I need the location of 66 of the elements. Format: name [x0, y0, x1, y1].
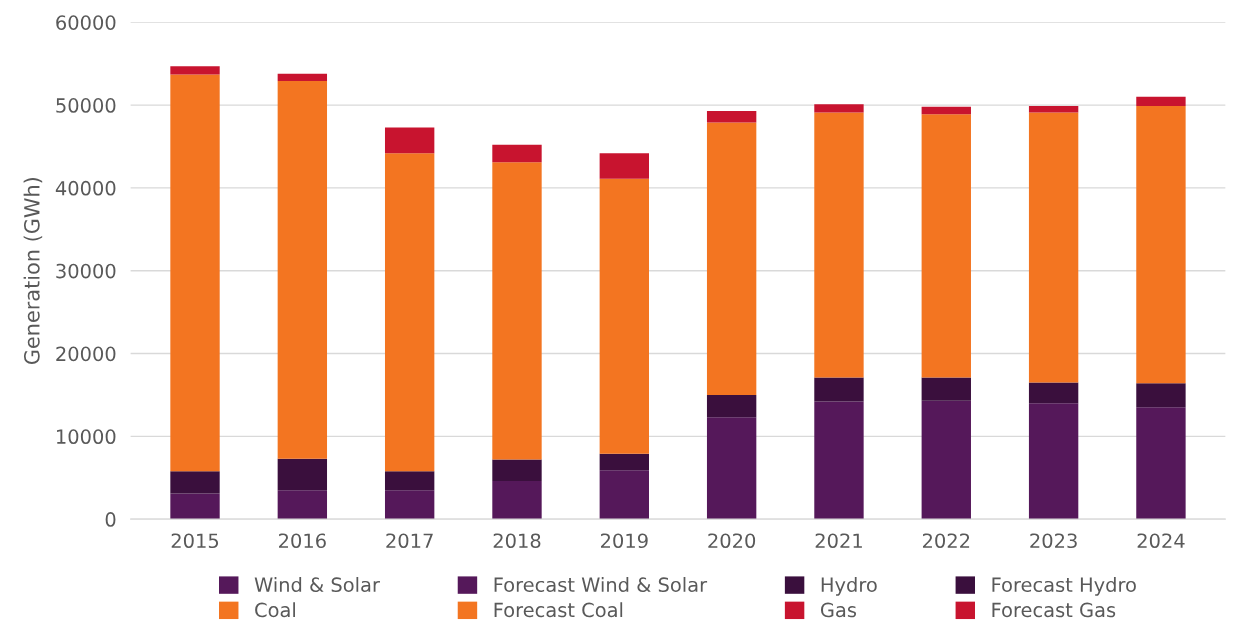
legend-label: Forecast Wind & Solar [494, 576, 708, 593]
x-tick-label: 2019 [601, 533, 648, 549]
bar [1136, 407, 1186, 520]
y-tick-label: 0 [105, 512, 116, 527]
x-tick-label: 2021 [815, 533, 862, 549]
bar [492, 162, 542, 460]
bar [1136, 105, 1186, 384]
legend-label: Forecast Gas [992, 602, 1116, 618]
bar [384, 153, 435, 472]
y-tick-label: 10000 [57, 429, 116, 445]
x-tick-label: 2020 [708, 533, 756, 549]
bar [170, 493, 220, 520]
legend-label: Coal [255, 602, 295, 618]
legend-label: Forecast Hydro [992, 576, 1136, 596]
bar [921, 106, 971, 115]
y-tick-label: 40000 [55, 180, 116, 196]
bar [706, 110, 757, 123]
bar [706, 394, 757, 418]
bar [492, 144, 542, 163]
bar [1136, 383, 1186, 408]
legend-label: Gas [820, 602, 857, 618]
bar [170, 471, 220, 494]
bar [1028, 382, 1079, 404]
bar [277, 458, 328, 491]
bar [599, 178, 649, 454]
bar [1136, 96, 1186, 106]
bar [599, 453, 649, 471]
bar [921, 377, 971, 401]
bar [921, 114, 971, 378]
bar [706, 122, 757, 395]
bar [599, 153, 649, 179]
x-tick-label: 2016 [279, 533, 326, 549]
x-tick-label: 2022 [922, 533, 970, 549]
y-tick-label: 30000 [56, 263, 116, 279]
bar [1028, 403, 1079, 520]
bar [384, 471, 435, 491]
bar [277, 490, 328, 520]
y-tick-label: 20000 [56, 346, 116, 362]
legend-label: Wind & Solar [254, 576, 380, 593]
x-tick-label: 2023 [1030, 533, 1077, 549]
bar [1028, 105, 1079, 113]
bar [492, 459, 542, 482]
x-tick-label: 2024 [1137, 533, 1185, 549]
bar [170, 74, 220, 472]
bar [706, 417, 757, 520]
bar [277, 73, 328, 82]
bar [277, 81, 328, 459]
x-tick-label: 2015 [171, 533, 219, 549]
y-axis-title: Generation (GWh) [23, 177, 43, 365]
bar [384, 127, 435, 154]
bar [814, 401, 864, 520]
bar [921, 400, 971, 520]
legend-label: Forecast Coal [494, 602, 623, 618]
bar [814, 104, 864, 113]
y-tick-label: 60000 [56, 15, 116, 30]
legend-label: Hydro [821, 576, 877, 596]
bar [599, 470, 649, 520]
bar [384, 490, 435, 520]
bar [170, 66, 220, 75]
x-tick-label: 2017 [386, 533, 433, 549]
bar [1028, 112, 1079, 383]
x-tick-label: 2018 [493, 533, 541, 549]
bar [814, 112, 864, 378]
bar [814, 377, 864, 402]
y-tick-label: 50000 [56, 98, 116, 113]
bar [492, 481, 542, 520]
